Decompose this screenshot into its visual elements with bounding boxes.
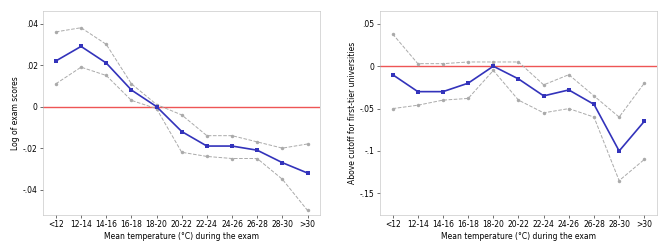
X-axis label: Mean temperature (°C) during the exam: Mean temperature (°C) during the exam [441,232,596,241]
Y-axis label: Above cutoff for first-tier universities: Above cutoff for first-tier universities [348,42,357,184]
Y-axis label: Log of exam scores: Log of exam scores [11,76,20,150]
X-axis label: Mean temperature (°C) during the exam: Mean temperature (°C) during the exam [104,232,259,241]
